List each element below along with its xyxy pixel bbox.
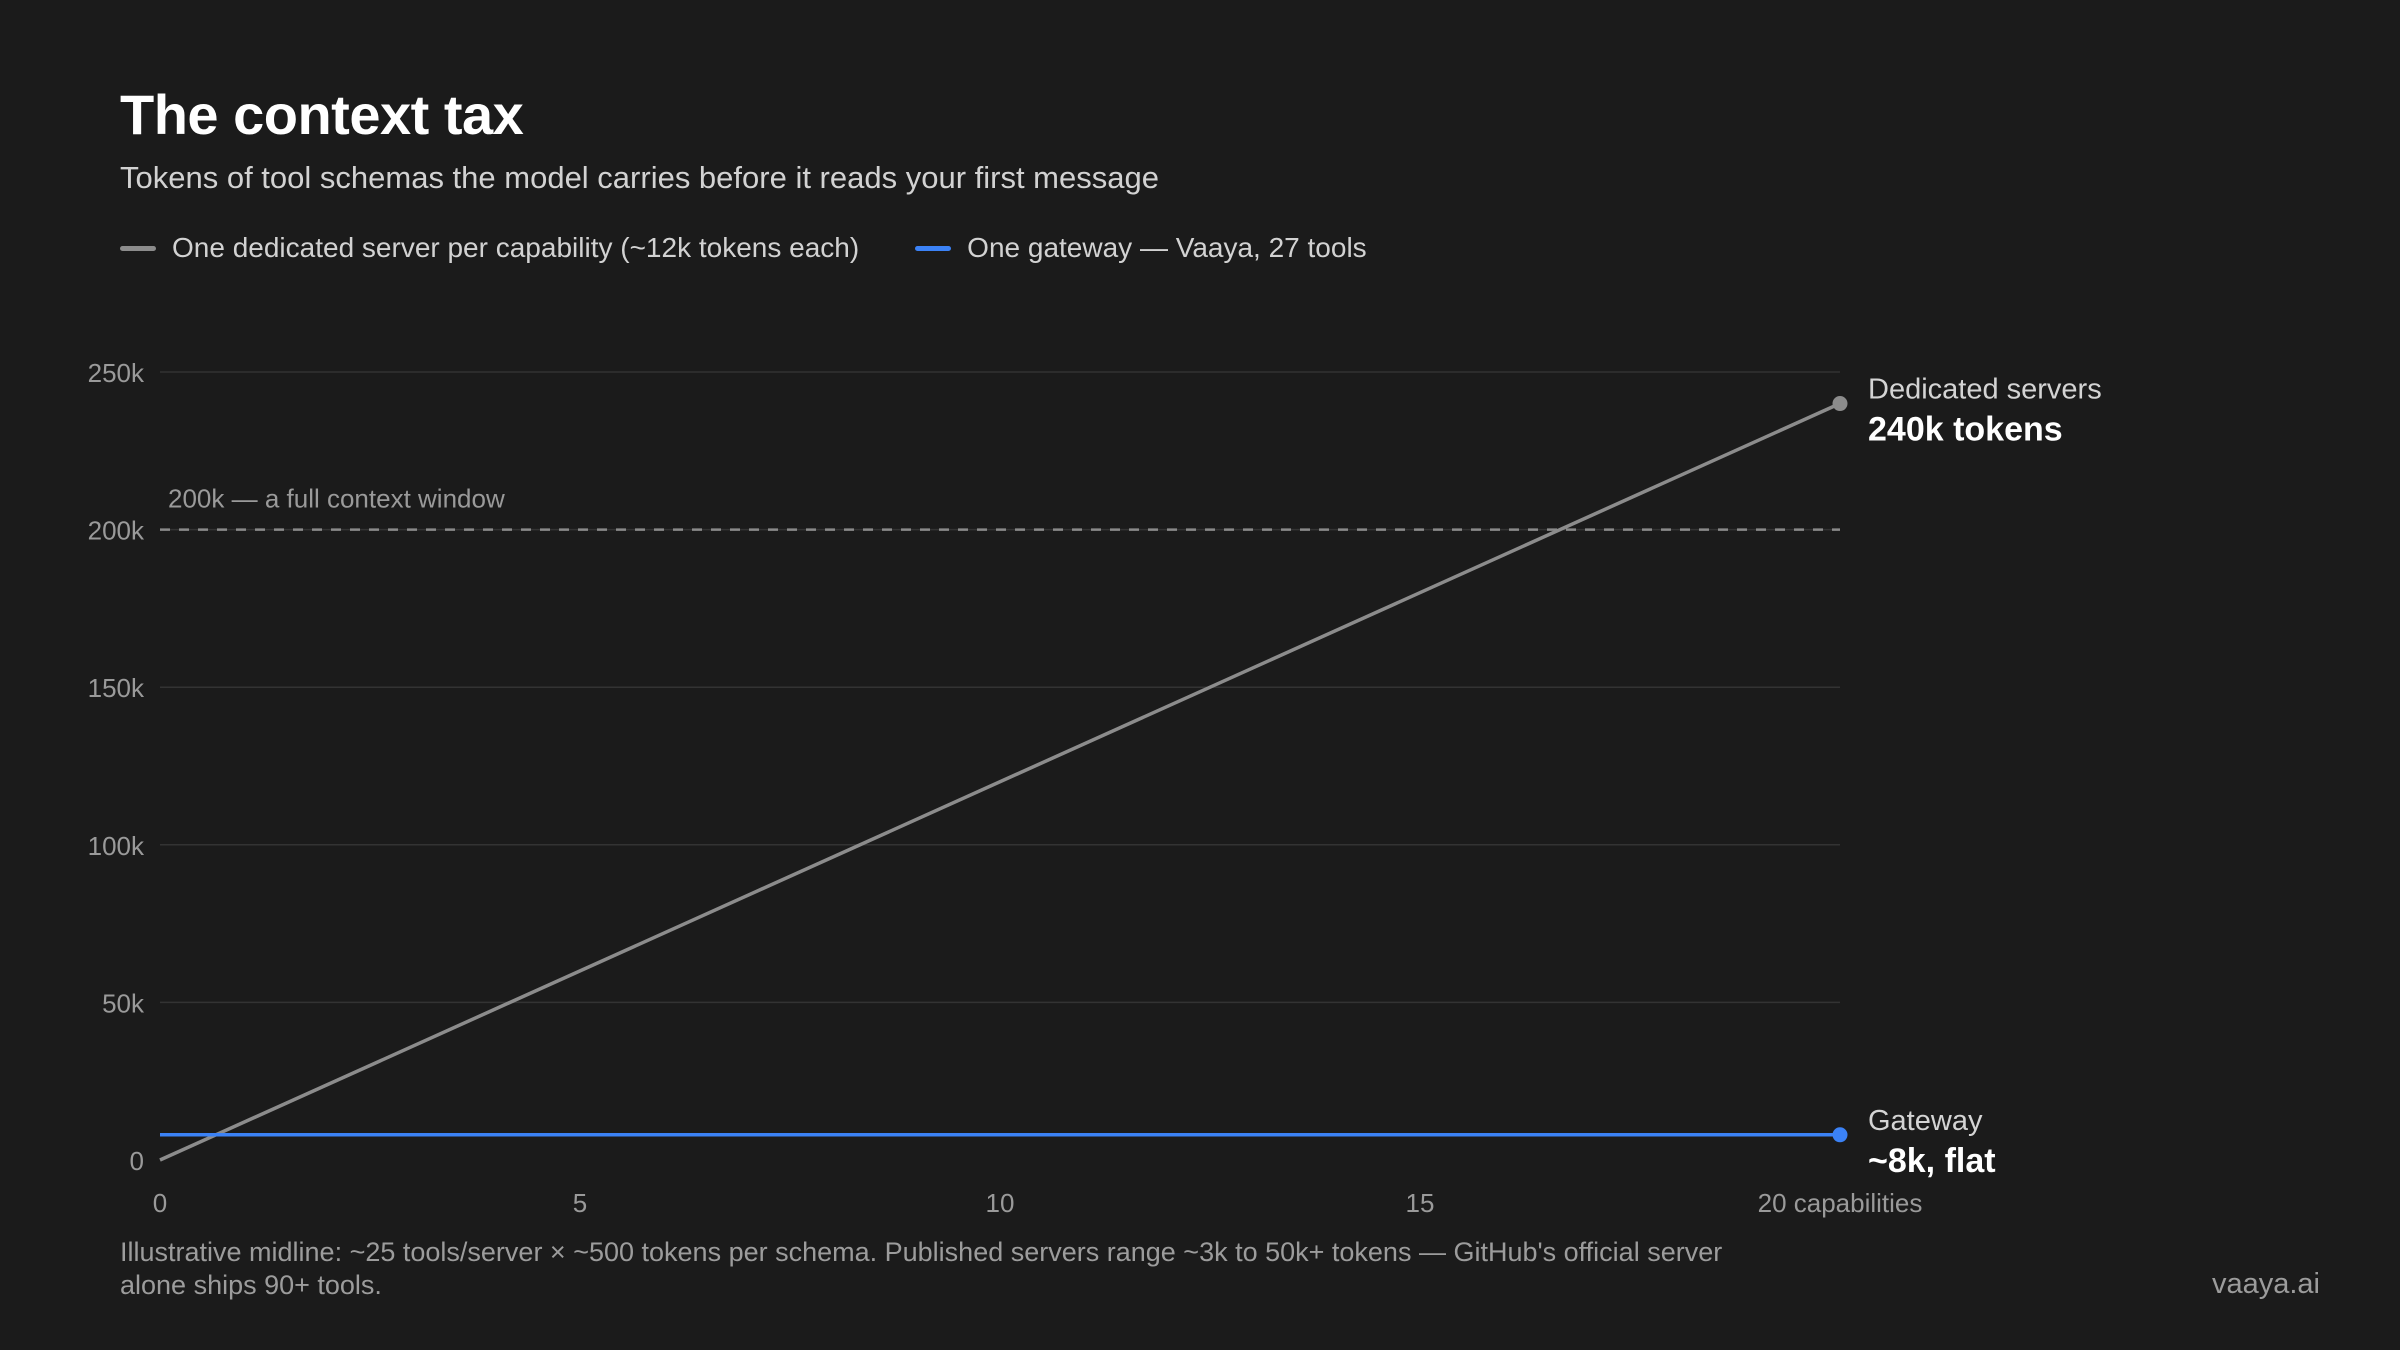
series-endpoint-gateway bbox=[1832, 1127, 1848, 1143]
y-tick-label: 50k bbox=[102, 988, 145, 1018]
chart-title: The context tax bbox=[120, 83, 524, 146]
series-end-value-label: ~8k, flat bbox=[1868, 1142, 1996, 1180]
legend: One dedicated server per capability (~12… bbox=[120, 232, 1423, 264]
legend-swatch-dedicated bbox=[120, 245, 156, 251]
footnote: Illustrative midline: ~25 tools/server ×… bbox=[120, 1237, 1723, 1300]
series-end-label: Gateway bbox=[1868, 1105, 1983, 1137]
series-line-dedicated bbox=[159, 401, 1841, 1162]
legend-label-dedicated: One dedicated server per capability (~12… bbox=[172, 232, 860, 263]
legend-item-gateway: One gateway — Vaaya, 27 tools bbox=[915, 232, 1367, 264]
chart-subtitle: Tokens of tool schemas the model carries… bbox=[120, 160, 1159, 195]
series-end-label: Dedicated servers bbox=[1868, 374, 2102, 406]
brand-label: vaaya.ai bbox=[2211, 1268, 2320, 1300]
x-tick-label: 0 bbox=[153, 1188, 167, 1218]
y-tick-label: 200k bbox=[88, 516, 145, 546]
y-tick-label: 150k bbox=[88, 673, 145, 703]
x-tick-label: 5 bbox=[573, 1188, 587, 1218]
legend-swatch-gateway bbox=[915, 245, 952, 251]
y-tick-label: 250k bbox=[88, 358, 145, 388]
x-tick-label: 10 bbox=[986, 1188, 1015, 1218]
legend-item-dedicated: One dedicated server per capability (~12… bbox=[120, 232, 859, 264]
y-tick-label: 0 bbox=[130, 1146, 144, 1176]
y-tick-label: 100k bbox=[88, 831, 145, 861]
x-tick-label: 15 bbox=[1406, 1188, 1435, 1218]
x-tick-label: 20 capabilities bbox=[1758, 1188, 1923, 1218]
series-end-value-label: 240k tokens bbox=[1868, 411, 2063, 449]
reference-line-label: 200k — a full context window bbox=[168, 484, 505, 514]
series-endpoint-dedicated bbox=[1832, 396, 1848, 412]
legend-label-gateway: One gateway — Vaaya, 27 tools bbox=[967, 232, 1367, 263]
